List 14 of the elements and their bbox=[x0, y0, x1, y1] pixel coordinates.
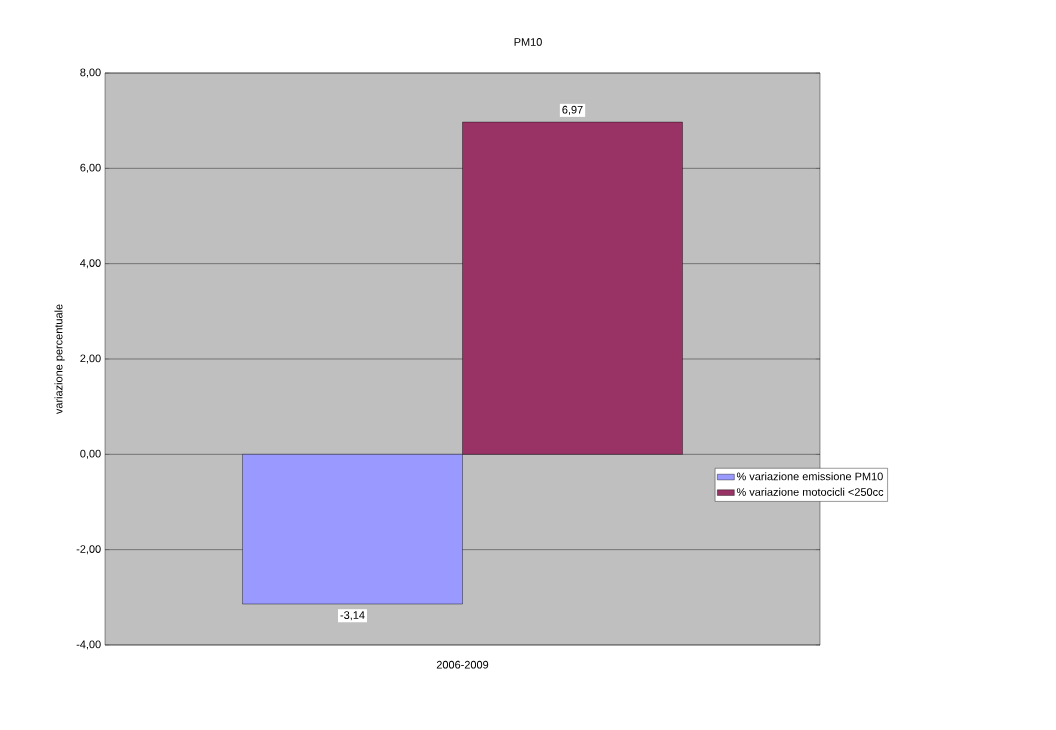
data-label: -3,14 bbox=[340, 611, 365, 621]
y-tick-label: 2,00 bbox=[80, 354, 101, 364]
x-tick-label: 2006-2009 bbox=[436, 660, 489, 669]
y-axis-title: variazione percentuale bbox=[54, 304, 65, 415]
y-tick-label: 4,00 bbox=[80, 259, 101, 269]
y-tick-label: 0,00 bbox=[80, 449, 101, 459]
legend-label: % variazione emissione PM10 bbox=[736, 472, 883, 481]
y-tick-label: 8,00 bbox=[80, 68, 101, 78]
chart-title: PM10 bbox=[514, 38, 542, 46]
y-tick-label: 6,00 bbox=[80, 163, 101, 173]
legend-label: % variazione motocicli <250cc bbox=[736, 487, 884, 496]
y-tick-label: -4,00 bbox=[76, 640, 101, 650]
y-tick-label: -2,00 bbox=[76, 545, 101, 555]
data-label: 6,97 bbox=[562, 105, 583, 115]
